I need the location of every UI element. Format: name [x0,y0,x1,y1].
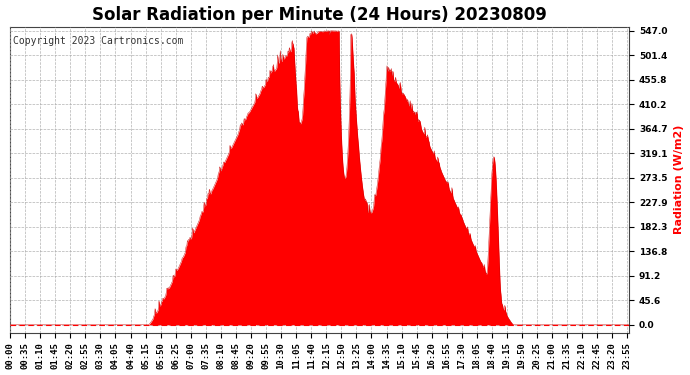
Title: Solar Radiation per Minute (24 Hours) 20230809: Solar Radiation per Minute (24 Hours) 20… [92,6,547,24]
Y-axis label: Radiation (W/m2): Radiation (W/m2) [674,125,684,234]
Text: Copyright 2023 Cartronics.com: Copyright 2023 Cartronics.com [13,36,184,46]
